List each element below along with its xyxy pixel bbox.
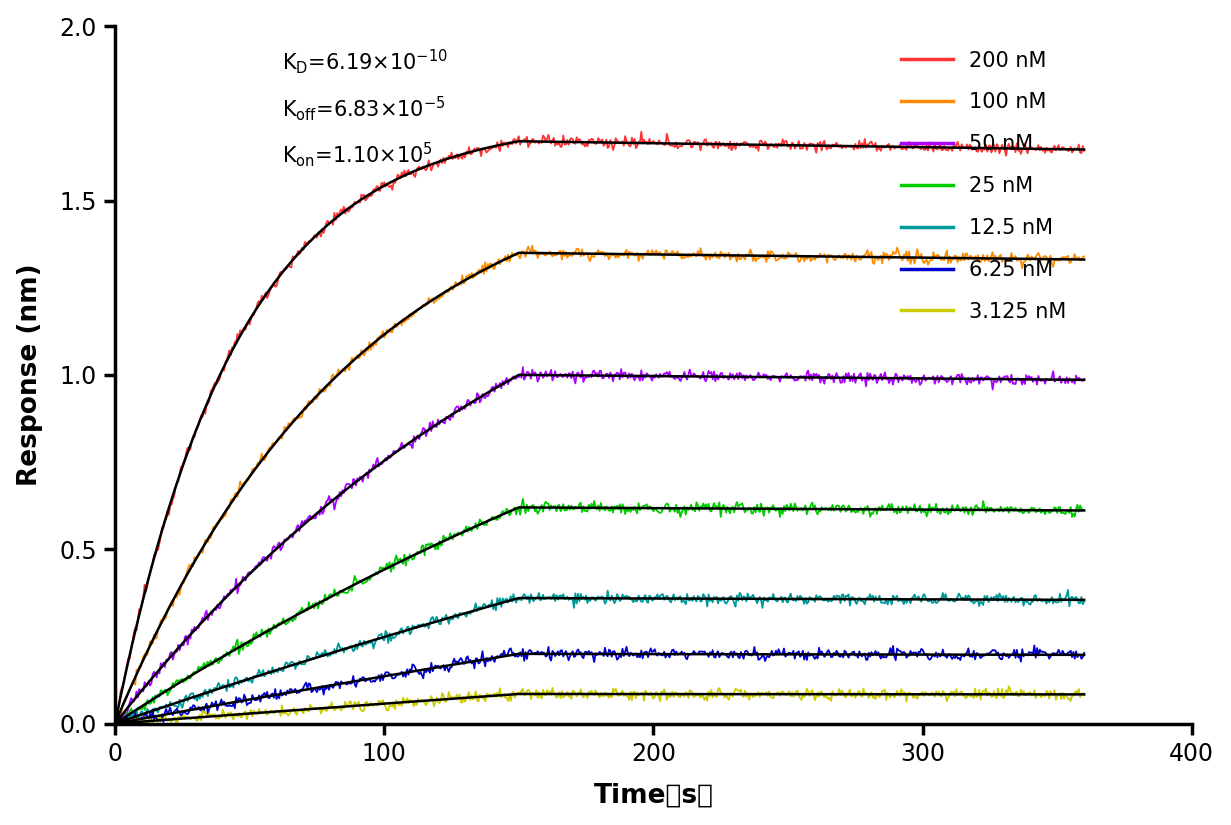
Legend: 200 nM, 100 nM, 50 nM, 25 nM, 12.5 nM, 6.25 nM, 3.125 nM: 200 nM, 100 nM, 50 nM, 25 nM, 12.5 nM, 6… — [901, 50, 1067, 322]
Text: $\mathregular{K_D}$=6.19×10$^{-10}$
$\mathregular{K_{off}}$=6.83×10$^{-5}$
$\mat: $\mathregular{K_D}$=6.19×10$^{-10}$ $\ma… — [282, 47, 448, 169]
Y-axis label: Response (nm): Response (nm) — [17, 263, 43, 486]
X-axis label: Time（s）: Time（s） — [593, 782, 714, 808]
